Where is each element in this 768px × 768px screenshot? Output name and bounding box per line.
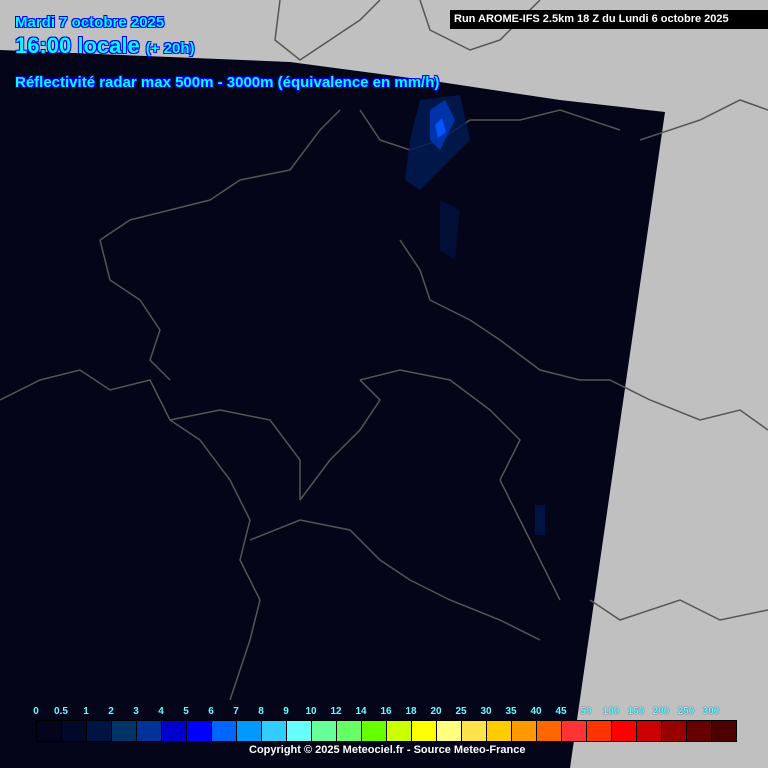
legend-label: 150 — [627, 706, 645, 717]
local-time: 16:00 locale — [15, 33, 140, 58]
legend-label: 300 — [702, 706, 720, 717]
legend-swatch — [537, 721, 562, 741]
legend-label: 1 — [83, 706, 89, 717]
legend-label: 8 — [258, 706, 264, 717]
legend-swatch — [287, 721, 312, 741]
legend-label: 14 — [355, 706, 367, 717]
legend-label: 10 — [305, 706, 317, 717]
legend-label: 200 — [652, 706, 670, 717]
legend-label: 0 — [33, 706, 39, 717]
legend-swatch — [162, 721, 187, 741]
legend-label: 16 — [380, 706, 392, 717]
legend-label: 20 — [430, 706, 442, 717]
legend-color-bar — [36, 720, 737, 742]
legend-swatch — [362, 721, 387, 741]
forecast-date: Mardi 7 octobre 2025 — [15, 14, 165, 31]
legend-swatch — [137, 721, 162, 741]
run-info: Run AROME-IFS 2.5km 18 Z du Lundi 6 octo… — [450, 10, 768, 29]
legend-swatch — [37, 721, 62, 741]
legend-label: 7 — [233, 706, 239, 717]
model-domain — [0, 50, 665, 768]
legend-swatch — [512, 721, 537, 741]
legend-swatch — [262, 721, 287, 741]
legend-swatch — [87, 721, 112, 741]
legend-swatch — [687, 721, 712, 741]
legend-swatch — [112, 721, 137, 741]
legend-swatch — [212, 721, 237, 741]
legend-swatch — [412, 721, 437, 741]
legend-swatch — [662, 721, 687, 741]
legend-swatch — [462, 721, 487, 741]
legend-label: 250 — [677, 706, 695, 717]
legend-label: 18 — [405, 706, 417, 717]
precipitation-echoes — [405, 95, 545, 535]
legend-swatch — [387, 721, 412, 741]
legend-swatch — [637, 721, 662, 741]
forecast-time: 16:00 locale (+ 20h) — [15, 33, 195, 59]
product-title: Réflectivité radar max 500m - 3000m (équ… — [15, 74, 440, 91]
forecast-offset: (+ 20h) — [145, 40, 195, 57]
legend-label: 4 — [158, 706, 164, 717]
legend-label: 12 — [330, 706, 342, 717]
legend-label: 25 — [455, 706, 467, 717]
legend-swatch — [612, 721, 637, 741]
legend-label: 30 — [480, 706, 492, 717]
legend-label: 2 — [108, 706, 114, 717]
legend-label: 3 — [133, 706, 139, 717]
legend-swatch — [187, 721, 212, 741]
legend-label: 9 — [283, 706, 289, 717]
legend-label: 45 — [555, 706, 567, 717]
legend-label: 6 — [208, 706, 214, 717]
copyright: Copyright © 2025 Meteociel.fr - Source M… — [249, 744, 526, 756]
legend-label: 100 — [602, 706, 620, 717]
legend-label: 5 — [183, 706, 189, 717]
legend-swatch — [587, 721, 612, 741]
legend-swatch — [312, 721, 337, 741]
legend-swatch — [62, 721, 87, 741]
legend-swatch — [437, 721, 462, 741]
legend-label: 35 — [505, 706, 517, 717]
legend-label: 50 — [580, 706, 592, 717]
legend-swatch — [337, 721, 362, 741]
legend-swatch — [237, 721, 262, 741]
legend-label: 40 — [530, 706, 542, 717]
legend-swatch — [487, 721, 512, 741]
legend-swatch — [712, 721, 736, 741]
legend-swatch — [562, 721, 587, 741]
legend-label: 0.5 — [54, 706, 68, 717]
